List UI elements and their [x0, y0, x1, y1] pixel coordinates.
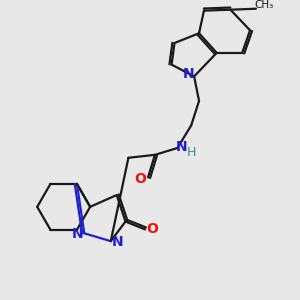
Text: N: N — [112, 235, 123, 249]
Text: N: N — [182, 68, 194, 81]
Text: H: H — [187, 146, 196, 159]
Text: O: O — [134, 172, 146, 186]
Text: CH₃: CH₃ — [254, 0, 273, 10]
Text: N: N — [72, 227, 83, 241]
Text: O: O — [146, 222, 158, 236]
Text: N: N — [176, 140, 187, 154]
